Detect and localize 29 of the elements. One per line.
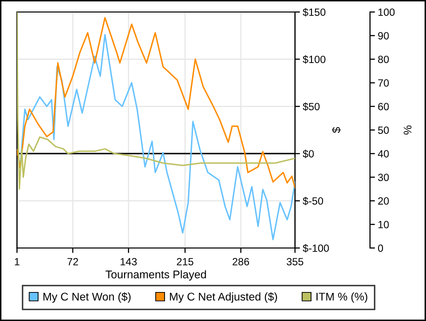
y2-tick-label: $100 [302, 55, 326, 64]
x-tick-label: 143 [120, 258, 137, 266]
x-axis-title: Tournaments Played [106, 270, 206, 281]
y3-tick-label: 0 [378, 244, 384, 252]
y3-tick-label: 30 [378, 174, 389, 182]
y3-axis-title: % [404, 125, 412, 135]
y2-tick-label: $-100 [302, 244, 329, 252]
legend-label: My C Net Adjusted ($) [170, 292, 278, 303]
y2-axis-title: $ [332, 127, 341, 133]
x-tick-label: 286 [232, 258, 250, 266]
y2-tick-label: $0 [302, 150, 314, 158]
y3-tick-label: 90 [378, 32, 389, 40]
legend-label: My C Net Won ($) [43, 292, 131, 303]
y3-tick-label: 80 [378, 56, 389, 64]
y3-tick-label: 100 [378, 8, 395, 16]
y2-tick-label: $150 [302, 8, 326, 16]
y3-tick-label: 20 [378, 197, 389, 205]
y3-tick-label: 40 [378, 150, 389, 158]
x-tick-label: 72 [68, 258, 78, 266]
legend-label: ITM % (%) [316, 292, 368, 303]
y3-tick-label: 60 [378, 102, 389, 110]
x-tick-label: 215 [176, 258, 194, 266]
y3-tick-label: 50 [378, 126, 389, 134]
y2-tick-label: $-50 [302, 196, 324, 206]
y3-tick-label: 70 [378, 79, 389, 87]
x-tick-label: 1 [14, 258, 20, 266]
y3-tick-label: 10 [378, 220, 389, 228]
x-tick-label: 355 [286, 258, 304, 266]
y2-tick-label: $50 [302, 102, 320, 111]
